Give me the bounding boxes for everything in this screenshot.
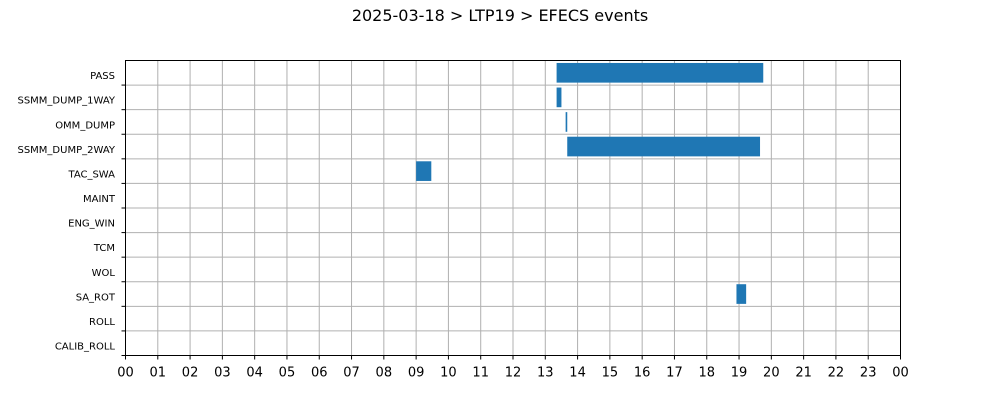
x-tick-label: 09: [408, 366, 425, 381]
x-tick-label: 17: [666, 366, 683, 381]
x-tick-label: 03: [214, 366, 231, 381]
x-tick-label: 18: [698, 366, 715, 381]
y-tick-label: TCM: [93, 243, 115, 254]
event-bar: [556, 87, 562, 108]
event-bar: [736, 284, 747, 304]
event-bar: [567, 136, 761, 157]
x-tick-label: 10: [440, 366, 457, 381]
event-bar: [565, 112, 568, 132]
x-tick-label: 19: [731, 366, 748, 381]
y-tick-label: PASS: [90, 71, 115, 82]
x-tick-label: 21: [795, 366, 812, 381]
x-tick-label: 12: [505, 366, 522, 381]
axis-ticks: [121, 84, 901, 360]
event-bar: [416, 161, 432, 181]
chart-title: 2025-03-18 > LTP19 > EFECS events: [351, 6, 649, 25]
x-tick-label: 15: [602, 366, 619, 381]
x-tick-label: 13: [537, 366, 554, 381]
x-tick-label: 23: [860, 366, 877, 381]
event-bars: [416, 62, 764, 304]
y-tick-label: ROLL: [89, 317, 115, 328]
x-tick-label: 02: [182, 366, 199, 381]
x-tick-label: 06: [311, 366, 328, 381]
x-tick-label: 07: [343, 366, 360, 381]
y-tick-label: CALIB_ROLL: [55, 342, 116, 353]
x-tick-label: 20: [763, 366, 780, 381]
x-tick-label: 01: [150, 366, 167, 381]
y-tick-label: SSMM_DUMP_1WAY: [17, 96, 115, 107]
y-tick-label: SSMM_DUMP_2WAY: [17, 145, 115, 156]
x-tick-label: 11: [472, 366, 489, 381]
y-tick-label: OMM_DUMP: [55, 120, 115, 131]
x-tick-label: 04: [246, 366, 263, 381]
x-tick-label: 16: [634, 366, 651, 381]
event-bar: [556, 62, 764, 83]
y-tick-label: SA_ROT: [76, 292, 116, 303]
x-tick-label: 08: [376, 366, 393, 381]
x-tick-label: 00: [892, 366, 909, 381]
x-tick-label: 14: [569, 366, 586, 381]
axis-labels: 00 01 02 03 04 05 06 07 08 09 10 11 12 13 14 15 16 17 18 19…: [17, 71, 908, 380]
x-tick-label: 22: [828, 366, 845, 381]
y-tick-label: TAC_SWA: [67, 169, 115, 180]
y-tick-label: WOL: [92, 268, 116, 279]
y-tick-label: ENG_WIN: [68, 219, 115, 230]
y-tick-label: MAINT: [83, 194, 116, 205]
x-tick-label: 00: [117, 366, 134, 381]
grid-lines: [125, 60, 901, 356]
x-tick-label: 05: [279, 366, 296, 381]
